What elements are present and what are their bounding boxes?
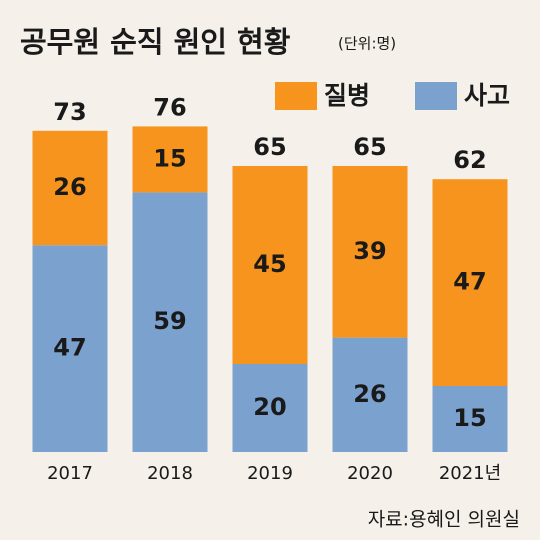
segment-label: 15	[453, 404, 486, 432]
segment-label: 15	[153, 144, 186, 172]
x-tick-label: 2017	[47, 463, 93, 484]
chart-subtitle: (단위:명)	[338, 35, 396, 53]
legend-swatch	[275, 82, 317, 110]
x-tick-label: 2018	[147, 463, 193, 484]
total-label: 62	[453, 146, 486, 174]
bar-segment	[32, 245, 108, 452]
segment-label: 45	[253, 250, 286, 278]
legend-label: 질병	[324, 81, 370, 110]
x-tick-label: 2019	[247, 463, 293, 484]
bar-segment	[432, 179, 508, 386]
total-label: 65	[353, 133, 386, 161]
bar-segment	[132, 192, 208, 452]
legend-swatch	[415, 82, 457, 110]
x-tick-label: 2021년	[439, 463, 501, 484]
total-label: 65	[253, 133, 286, 161]
segment-label: 59	[153, 307, 186, 335]
bar-segment	[232, 364, 308, 452]
chart-title: 공무원 순직 원인 현황	[20, 25, 291, 59]
bar-segment	[232, 166, 308, 364]
segment-label: 20	[253, 393, 286, 421]
bar-segment	[332, 166, 408, 338]
segment-label: 26	[353, 380, 386, 408]
bar-segment	[132, 126, 208, 193]
source: 자료:용혜인 의원실	[368, 509, 520, 531]
legend-label: 사고	[464, 81, 510, 110]
total-label: 73	[53, 98, 86, 126]
bar-segment	[32, 130, 108, 246]
segment-label: 39	[353, 237, 386, 265]
x-tick-label: 2020	[347, 463, 393, 484]
segment-label: 26	[53, 173, 86, 201]
segment-label: 47	[453, 268, 486, 296]
bar-segment	[332, 337, 408, 452]
total-label: 76	[153, 93, 186, 121]
segment-label: 47	[53, 334, 86, 362]
bar-segment	[432, 386, 508, 452]
